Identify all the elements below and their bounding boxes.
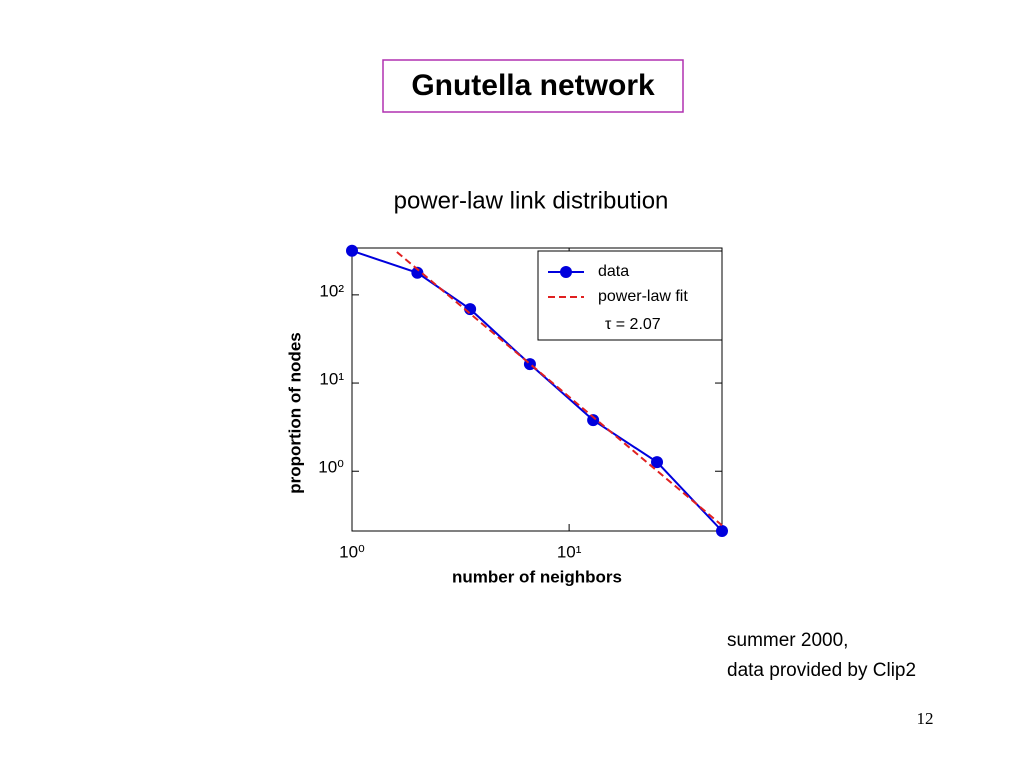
annotation: τ = 2.07 [605, 316, 661, 333]
legend-label: power-law fit [598, 288, 688, 305]
x-axis-label: number of neighbors [452, 567, 622, 586]
x-tick-label: 10⁰ [339, 542, 365, 561]
x-tick-label: 10¹ [557, 542, 582, 561]
note-line: data provided by Clip2 [727, 660, 916, 681]
data-point [587, 414, 600, 427]
data-point [716, 525, 728, 537]
chart-title: power-law link distribution [394, 187, 669, 214]
y-tick-label: 10¹ [319, 370, 344, 389]
series-line [396, 251, 723, 527]
y-axis-label: proportion of nodes [285, 332, 304, 493]
legend-marker [560, 266, 572, 278]
y-tick-label: 10⁰ [318, 458, 344, 477]
plot-frame [351, 247, 723, 532]
legend-box [537, 250, 723, 341]
data-point [346, 244, 358, 257]
y-tick-label: 10² [319, 281, 344, 300]
slide-title: Gnutella network [411, 69, 655, 102]
data-point [411, 266, 424, 279]
title-box [382, 59, 684, 113]
legend-label: data [598, 263, 629, 280]
data-point [651, 456, 664, 469]
note-line: summer 2000, [727, 630, 848, 651]
page-number: 12 [917, 709, 934, 728]
